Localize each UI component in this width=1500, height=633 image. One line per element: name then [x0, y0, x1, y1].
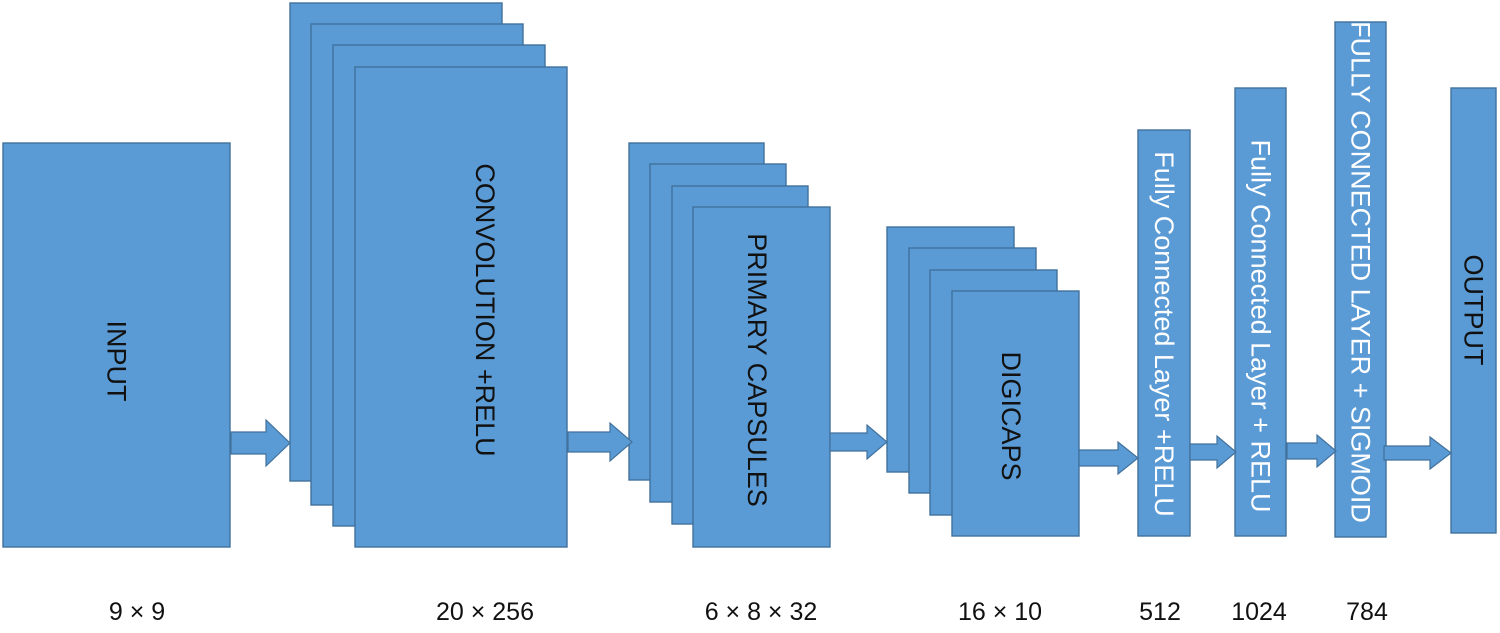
layer-digicaps-label: DIGICAPS [996, 351, 1026, 480]
layer-convolution-relu-label: CONVOLUTION +RELU [470, 163, 500, 456]
arrow-fc-512-to-fc-1024 [1189, 434, 1237, 470]
dimension-convolution: 20 × 256 [436, 598, 534, 626]
layer-fc-784-label: FULLY CONNECTED LAYER + SIGMOID [1346, 21, 1376, 523]
layer-output: OUTPUT [1450, 87, 1497, 534]
layer-primary-capsules-label: PRIMARY CAPSULES [742, 233, 772, 507]
arrow-fc-1024-to-fc-784 [1286, 433, 1337, 469]
layer-digicaps: DIGICAPS [886, 226, 1080, 537]
layer-fc-512-box [1137, 129, 1191, 537]
layer-fc-1024-label: Fully Connected Layer + RELU [1246, 140, 1276, 513]
convolution-sheet-front [354, 66, 568, 548]
arrow-digicaps-to-fc-512 [1078, 440, 1139, 476]
dimension-fc-1024: 1024 [1231, 598, 1287, 626]
layer-primary-capsules: PRIMARY CAPSULES [628, 142, 831, 548]
arrow-right-icon [1383, 435, 1452, 471]
dimension-fc-512: 512 [1139, 598, 1181, 626]
arrow-right-icon [1078, 440, 1139, 476]
layer-output-box [1450, 87, 1497, 534]
layer-fc-784: FULLY CONNECTED LAYER + SIGMOID [1334, 21, 1387, 538]
layer-output-label: OUTPUT [1459, 255, 1489, 366]
arrow-convolution-to-primary [567, 421, 633, 463]
layer-fc-512-label: Fully Connected Layer +RELU [1149, 151, 1179, 516]
layer-convolution-relu: CONVOLUTION +RELU [289, 2, 568, 548]
arrow-right-icon [1189, 434, 1237, 470]
layer-fc-784-box [1334, 21, 1387, 538]
dimension-primary-capsules: 6 × 8 × 32 [705, 598, 818, 626]
layer-input-label: INPUT [102, 321, 132, 402]
digicaps-sheet-front [951, 290, 1080, 537]
dimension-digicaps: 16 × 10 [958, 598, 1042, 626]
layer-fc-512: Fully Connected Layer +RELU [1137, 129, 1191, 537]
layer-input: INPUT [2, 142, 231, 548]
layer-input-box [2, 142, 231, 548]
layer-fc-1024-box [1234, 87, 1287, 537]
arrow-input-to-convolution [230, 418, 291, 468]
primary-capsules-sheet-front [692, 206, 831, 548]
arrow-right-icon [567, 421, 633, 463]
arrow-fc-784-to-output [1383, 435, 1452, 471]
arrow-right-icon [230, 418, 291, 468]
arrow-right-icon [1286, 433, 1337, 469]
dimension-fc-784: 784 [1346, 598, 1388, 626]
layer-fc-1024: Fully Connected Layer + RELU [1234, 87, 1287, 537]
dimension-input: 9 × 9 [109, 598, 165, 626]
arrow-primary-to-digicaps [829, 423, 888, 461]
arrow-right-icon [829, 423, 888, 461]
